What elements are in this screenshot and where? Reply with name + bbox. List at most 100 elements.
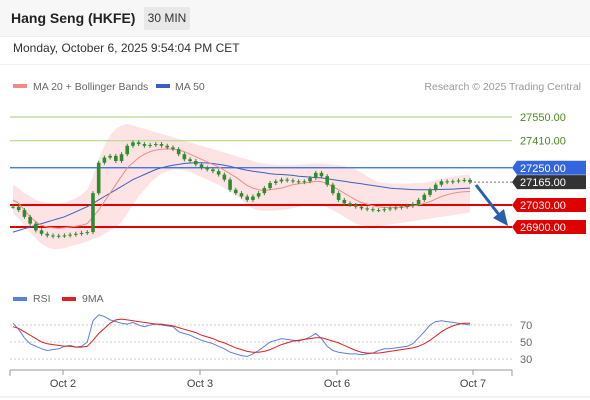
candle-body [439,181,444,185]
candle-body [22,210,27,217]
level-label-support: 26900.00 [520,222,566,234]
level-label-pivot: 27250.00 [520,163,566,175]
level-label-support: 27030.00 [520,200,566,212]
candle-body [422,194,427,200]
rsi-panel: 70 50 30 [10,314,532,366]
x-axis: Oct 2 Oct 3 Oct 6 Oct 7 [0,369,590,398]
candle-body [96,162,101,194]
candle-body [411,204,415,206]
candle-body [428,189,432,195]
bollinger-band-area [13,123,470,249]
x-tick-label: Oct 6 [324,378,350,390]
forecast-arrow [474,184,508,226]
candle-body [405,205,409,207]
candle-body [148,144,152,146]
candle-body [79,232,84,234]
candle-body [268,183,272,189]
ma9-legend-swatch [62,297,76,301]
ma50-line [12,162,471,233]
ma9-line [12,318,470,354]
candle-body [91,193,95,233]
candle-body [62,235,67,237]
candle-body [28,216,32,224]
level-label-resistance: 27550.00 [520,112,566,124]
candle-body [216,171,221,175]
instrument-title: Hang Seng (HKFE) [11,10,136,26]
x-tick-label: Oct 7 [460,378,486,390]
level-tag-pivot [512,160,586,175]
candle-body [125,145,130,155]
rsi-legend-swatch [13,297,27,301]
candle-body [228,179,232,190]
candle-body [382,209,387,211]
candle-body [182,154,187,160]
candle-body [399,206,404,208]
candle-body [56,235,61,237]
candle-body [205,167,210,170]
candle-body [34,223,38,231]
candle-body [336,193,341,200]
rsi-tick-label: 50 [520,337,532,349]
ma20-legend-swatch [13,84,27,88]
divider [0,64,590,65]
candle-body [416,199,421,205]
candle-body [256,193,261,197]
candle-body [222,174,227,180]
timestamp: Monday, October 6, 2025 9:54:04 PM CET [13,41,240,55]
candle-body [142,144,147,146]
candles [11,140,472,239]
candle-body [176,149,181,155]
x-tick-label: Oct 2 [50,378,76,390]
candle-body [159,144,164,146]
ma20-line [12,148,471,229]
candle-body [296,181,301,183]
candle-body [194,161,198,165]
candle-body [456,180,461,182]
candle-body [51,235,55,237]
candle-body [85,232,90,234]
candle-body [114,155,118,161]
candle-body [102,157,107,163]
candle-body [308,177,312,182]
candle-body [331,184,335,194]
candle-body [359,206,364,209]
rsi-line [12,314,471,357]
candle-body [388,208,392,210]
candle-body [348,203,352,205]
candle-body [393,207,398,209]
candle-body [376,210,381,212]
candle-body [154,144,158,146]
level-label-current: 27165.00 [520,177,566,189]
ma50-legend-swatch [156,84,170,88]
candle-body [302,181,307,183]
arrow-head [493,209,508,226]
bollinger-bands [13,123,470,249]
candle-body [279,179,284,182]
level-labels: 27550.00 27410.00 27250.00 27165.00 27030.00… [512,112,586,234]
candle-body [451,181,455,183]
level-tag-support [512,198,586,212]
candle-body [199,164,204,168]
candle-body [325,176,329,185]
candle-body [211,169,215,172]
candle-body [319,172,324,177]
header-bar: Hang Seng (HKFE) 30 MIN [0,0,590,37]
candle-body [445,181,449,183]
credit-label: Research © 2025 Trading Central [424,81,581,93]
candle-body [251,196,255,200]
candle-body [353,205,358,207]
candle-body [462,179,467,181]
candle-body [245,196,250,200]
candle-body [285,179,289,181]
candle-body [468,179,472,183]
timeframe-button[interactable]: 30 MIN [144,7,190,30]
candle-body [119,154,124,161]
rsi-legend-label: RSI [33,293,51,305]
candle-body [108,155,112,158]
candle-body [342,199,347,204]
ma50-legend-label: MA 50 [175,81,205,93]
candle-body [313,172,318,178]
candle-body [239,193,244,197]
ma20-legend-label: MA 20 + Bollinger Bands [33,81,148,93]
